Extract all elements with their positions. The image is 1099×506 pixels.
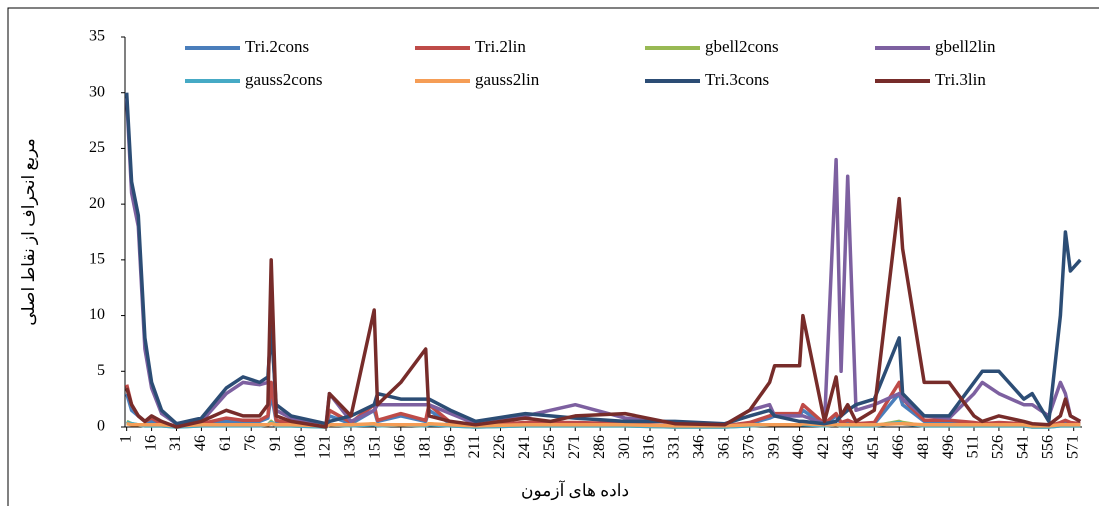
x-tick-label: 61 bbox=[217, 435, 234, 451]
y-tick-label: 35 bbox=[89, 28, 105, 45]
x-tick-label: 76 bbox=[242, 435, 259, 451]
x-tick-label: 436 bbox=[840, 435, 857, 459]
x-tick-label: 316 bbox=[641, 435, 658, 459]
x-tick-label: 391 bbox=[765, 435, 782, 459]
x-tick-label: 496 bbox=[940, 435, 957, 459]
x-tick-label: 331 bbox=[666, 435, 683, 459]
x-tick-label: 166 bbox=[391, 435, 408, 459]
x-tick-label: 481 bbox=[915, 435, 932, 459]
x-tick-label: 571 bbox=[1064, 435, 1081, 459]
x-tick-label: 256 bbox=[541, 435, 558, 459]
legend-label: gbell2lin bbox=[935, 37, 996, 56]
series-line bbox=[126, 421, 1081, 428]
x-tick-label: 421 bbox=[815, 435, 832, 459]
x-tick-label: 241 bbox=[516, 435, 533, 459]
x-tick-label: 31 bbox=[167, 435, 184, 451]
x-tick-label: 181 bbox=[416, 435, 433, 459]
x-tick-label: 526 bbox=[990, 435, 1007, 459]
legend-label: gbell2cons bbox=[705, 37, 779, 56]
x-tick-label: 136 bbox=[342, 435, 359, 459]
legend-label: gauss2lin bbox=[475, 70, 540, 89]
x-tick-label: 541 bbox=[1015, 435, 1032, 459]
x-tick-label: 406 bbox=[790, 435, 807, 459]
y-tick-label: 20 bbox=[89, 195, 105, 212]
x-tick-label: 451 bbox=[865, 435, 882, 459]
x-axis-label: داده های آزمون bbox=[521, 479, 629, 501]
x-tick-label: 46 bbox=[192, 435, 209, 451]
legend-label: gauss2cons bbox=[245, 70, 322, 89]
x-tick-label: 361 bbox=[715, 435, 732, 459]
y-tick-label: 5 bbox=[97, 362, 105, 379]
x-tick-label: 271 bbox=[566, 435, 583, 459]
x-tick-label: 511 bbox=[965, 435, 982, 458]
x-tick-label: 376 bbox=[740, 435, 757, 459]
x-tick-label: 16 bbox=[142, 435, 159, 451]
legend-label: Tri.3cons bbox=[705, 70, 769, 89]
legend-label: Tri.2cons bbox=[245, 37, 309, 56]
x-tick-label: 226 bbox=[491, 435, 508, 459]
y-tick-label: 30 bbox=[89, 83, 105, 100]
chart-frame bbox=[7, 7, 1099, 506]
legend-label: Tri.3lin bbox=[935, 70, 986, 89]
x-tick-label: 211 bbox=[466, 435, 483, 458]
y-tick-label: 0 bbox=[97, 418, 105, 435]
x-tick-label: 1 bbox=[117, 435, 134, 443]
series-line bbox=[124, 98, 1082, 427]
x-tick-label: 196 bbox=[441, 435, 458, 459]
x-tick-label: 106 bbox=[292, 435, 309, 459]
x-tick-label: 91 bbox=[267, 435, 284, 451]
x-tick-label: 121 bbox=[317, 435, 334, 459]
y-tick-label: 15 bbox=[89, 251, 105, 268]
series-line bbox=[124, 92, 1082, 426]
y-tick-label: 10 bbox=[89, 306, 105, 323]
x-tick-label: 346 bbox=[691, 435, 708, 459]
x-tick-label: 556 bbox=[1039, 435, 1056, 459]
x-tick-label: 151 bbox=[367, 435, 384, 459]
legend-label: Tri.2lin bbox=[475, 37, 526, 56]
x-tick-label: 301 bbox=[616, 435, 633, 459]
series-line bbox=[125, 196, 1082, 429]
x-tick-label: 466 bbox=[890, 435, 907, 459]
y-tick-label: 25 bbox=[89, 139, 105, 156]
x-tick-label: 286 bbox=[591, 435, 608, 459]
y-axis-label: مربع انحراف از نقاط اصلی bbox=[19, 138, 39, 326]
